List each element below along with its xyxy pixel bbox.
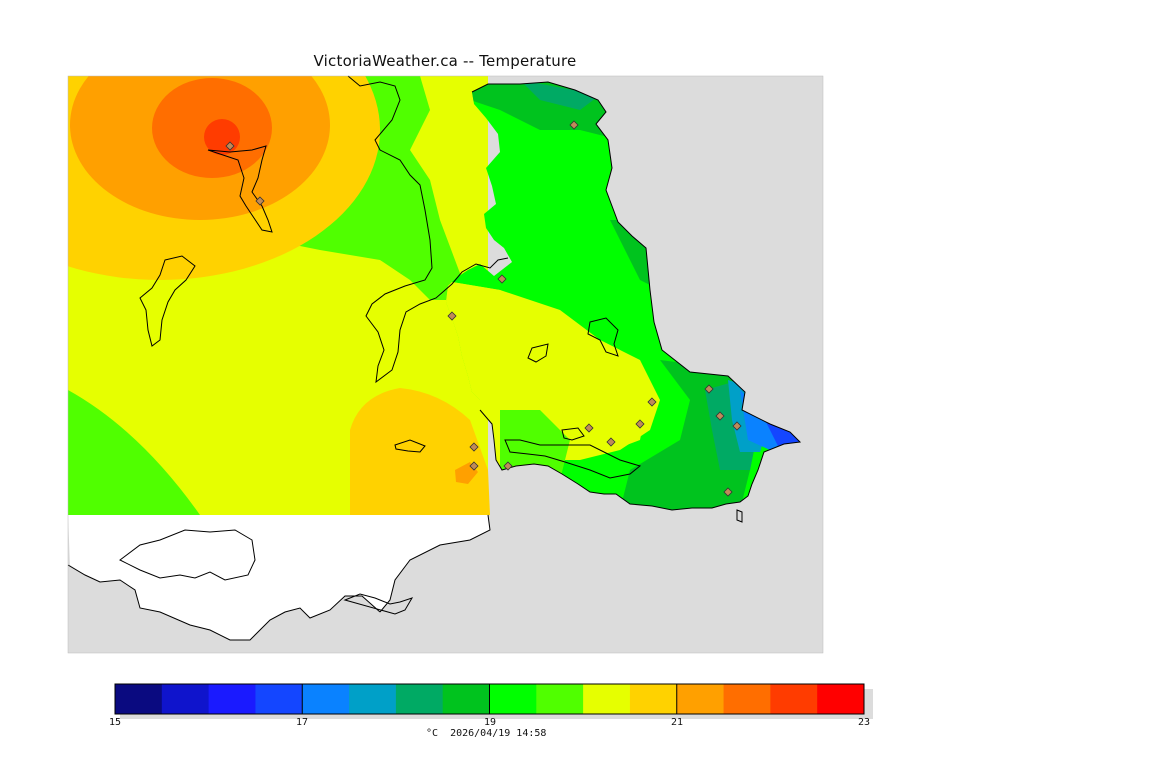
map-frame [67,75,824,654]
station-marker [606,437,616,447]
coastlines [67,75,802,641]
station-marker [469,442,479,452]
station-marker [569,120,579,130]
tick-label: 15 [108,717,122,728]
colorbar-swatch [208,684,256,714]
station-marker [503,461,513,471]
colorbar-swatch [536,684,584,714]
station-marker [469,461,479,471]
station-marker [732,421,742,431]
colorbar-swatch [302,684,350,714]
station-marker [497,274,507,284]
strait-water [68,515,490,640]
colorbar-swatch [770,684,818,714]
colorbar-swatch [395,684,444,714]
colorbar-swatch [161,684,210,714]
colorbar-swatch [489,684,537,714]
temperature-field-west [68,76,490,515]
station-marker [704,384,714,394]
station-marker [447,311,457,321]
tick-label: 21 [670,717,684,728]
tick-label: 23 [857,717,871,728]
tick-label: 19 [483,717,497,728]
station-marker [647,397,657,407]
colorbar-swatch [723,684,771,714]
weather-stations [225,120,742,497]
colorbar-border [114,683,865,715]
colorbar-swatch [115,684,163,714]
colorbar-swatch [629,684,678,714]
station-marker [584,423,594,433]
tick-label: 17 [295,717,309,728]
colorbar-swatch [255,684,303,714]
colorbar-swatch [349,684,397,714]
station-marker [225,141,235,151]
station-marker [635,419,645,429]
station-marker [255,196,265,206]
colorbar-swatch [676,684,725,714]
station-marker [715,411,725,421]
station-marker [723,487,733,497]
units-timestamp: °C 2026/04/19 14:58 [426,728,547,739]
colorbar-swatch [442,684,490,714]
colorbar-swatch [583,684,631,714]
colorbar-swatch [817,684,865,714]
map-title: VictoriaWeather.ca -- Temperature [313,52,577,70]
